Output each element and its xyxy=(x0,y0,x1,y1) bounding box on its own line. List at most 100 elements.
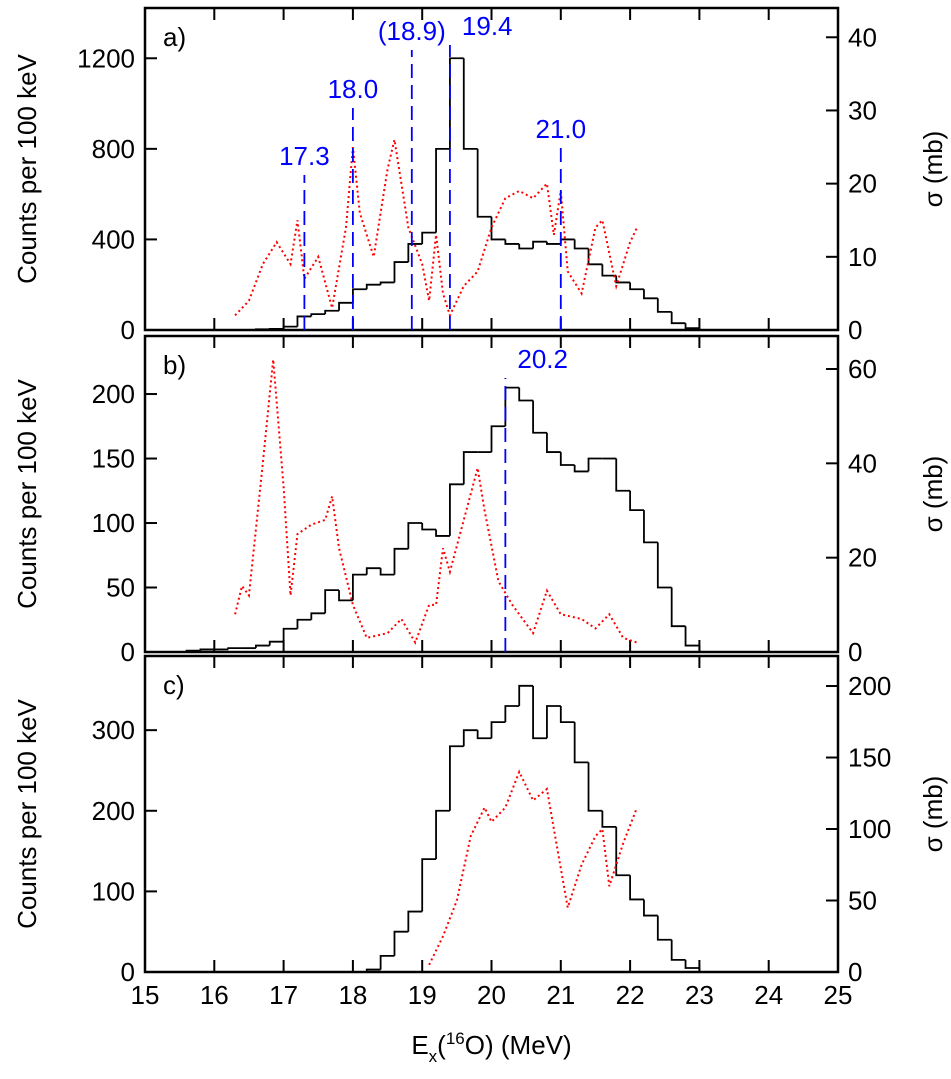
histogram-step xyxy=(547,242,561,244)
histogram-step xyxy=(325,311,339,314)
histogram-step xyxy=(644,289,658,298)
panel-label: c) xyxy=(163,670,185,700)
y2-tick-label: 20 xyxy=(848,543,877,573)
y-axis-label: Counts per 100 keV xyxy=(12,698,42,928)
histogram-step xyxy=(311,314,325,316)
x-tick-label: 15 xyxy=(131,980,160,1010)
histogram-step xyxy=(519,388,533,401)
histogram-step xyxy=(519,686,533,706)
histogram-step xyxy=(394,262,408,282)
y2-tick-label: 10 xyxy=(848,242,877,272)
y-tick-label: 100 xyxy=(92,876,135,906)
peak-label: (18.9) xyxy=(378,16,446,46)
y-tick-label: 0 xyxy=(121,637,135,667)
histogram-step xyxy=(464,58,478,149)
peak-label: 18.0 xyxy=(328,74,379,104)
histogram-step xyxy=(450,58,464,149)
histogram-step xyxy=(672,312,686,323)
histogram-step xyxy=(589,762,603,810)
histogram-step xyxy=(436,149,450,233)
y2-tick-label: 150 xyxy=(848,743,891,773)
histogram-step xyxy=(436,529,450,535)
y-axis-label: Counts per 100 keV xyxy=(12,53,42,283)
x-axis-label-part: 16 xyxy=(446,1029,465,1048)
x-tick-label: 25 xyxy=(824,980,853,1010)
histogram-step xyxy=(630,491,644,510)
peak-label: 17.3 xyxy=(279,141,330,171)
histogram-step xyxy=(256,329,270,330)
x-tick-label: 18 xyxy=(338,980,367,1010)
y2-tick-label: 0 xyxy=(848,637,862,667)
histogram-step xyxy=(658,916,672,940)
histogram-step xyxy=(422,859,436,911)
histogram-step xyxy=(561,239,575,244)
x-tick-label: 21 xyxy=(546,980,575,1010)
histogram-step xyxy=(464,730,478,746)
histogram-step xyxy=(589,248,603,264)
x-axis-label-part: ( xyxy=(437,1030,446,1060)
histogram-step xyxy=(505,239,519,244)
histogram-step xyxy=(644,510,658,542)
histogram-step xyxy=(284,629,298,642)
histogram-step xyxy=(200,649,214,650)
histogram-step xyxy=(492,722,506,738)
x-tick-label: 16 xyxy=(200,980,229,1010)
histogram-step xyxy=(533,400,547,432)
y-tick-label: 1200 xyxy=(77,43,135,73)
plot-frame xyxy=(145,8,838,330)
histogram-step xyxy=(644,899,658,915)
y-tick-label: 100 xyxy=(92,508,135,538)
histogram-step xyxy=(547,706,561,738)
y-tick-label: 400 xyxy=(92,224,135,254)
histogram-step xyxy=(533,686,547,738)
y-axis-label: Counts per 100 keV xyxy=(12,378,42,608)
histogram-step xyxy=(686,626,700,652)
x-axis-label: Ex(16O) (MeV) xyxy=(411,1029,571,1066)
histogram-step xyxy=(422,523,436,529)
histogram-step xyxy=(492,217,506,240)
histogram-step xyxy=(672,588,686,627)
histogram-step xyxy=(436,811,450,859)
y2-axis-label: σ (mb) xyxy=(918,776,948,853)
histogram-step xyxy=(658,542,672,587)
x-tick-label: 19 xyxy=(408,980,437,1010)
y-tick-label: 150 xyxy=(92,444,135,474)
y2-tick-label: 50 xyxy=(848,886,877,916)
y2-axis-label: σ (mb) xyxy=(918,131,948,208)
histogram-step xyxy=(686,323,700,330)
histogram-step xyxy=(672,940,686,960)
panel-label: b) xyxy=(163,350,186,380)
plot-frame xyxy=(145,656,838,972)
histogram-step xyxy=(381,956,395,970)
x-axis-label-part: O) (MeV) xyxy=(465,1030,572,1060)
histogram-step xyxy=(478,730,492,738)
histogram-step xyxy=(616,827,630,875)
plot-frame xyxy=(145,336,838,652)
histogram-step xyxy=(686,960,700,972)
histogram-step xyxy=(353,575,367,601)
y-tick-label: 300 xyxy=(92,715,135,745)
x-tick-label: 23 xyxy=(685,980,714,1010)
y-tick-label: 50 xyxy=(106,573,135,603)
y-tick-label: 200 xyxy=(92,379,135,409)
y2-tick-label: 40 xyxy=(848,22,877,52)
panel-label: a) xyxy=(163,22,186,52)
x-tick-label: 20 xyxy=(477,980,506,1010)
histogram-step xyxy=(270,642,284,646)
y2-tick-label: 20 xyxy=(848,169,877,199)
histogram-step xyxy=(505,388,519,427)
peak-label: 21.0 xyxy=(535,114,586,144)
y2-tick-label: 40 xyxy=(848,448,877,478)
histogram-step xyxy=(297,620,311,629)
x-tick-label: 22 xyxy=(616,980,645,1010)
histogram-step xyxy=(381,282,395,284)
histogram-step xyxy=(519,244,533,249)
histogram-step xyxy=(353,289,367,303)
y-tick-label: 0 xyxy=(121,315,135,345)
histogram-step xyxy=(325,590,339,613)
histogram-step xyxy=(505,706,519,722)
histogram-step xyxy=(284,327,298,329)
y2-tick-label: 0 xyxy=(848,315,862,345)
histogram-step xyxy=(228,648,242,649)
histogram-step xyxy=(547,433,561,452)
